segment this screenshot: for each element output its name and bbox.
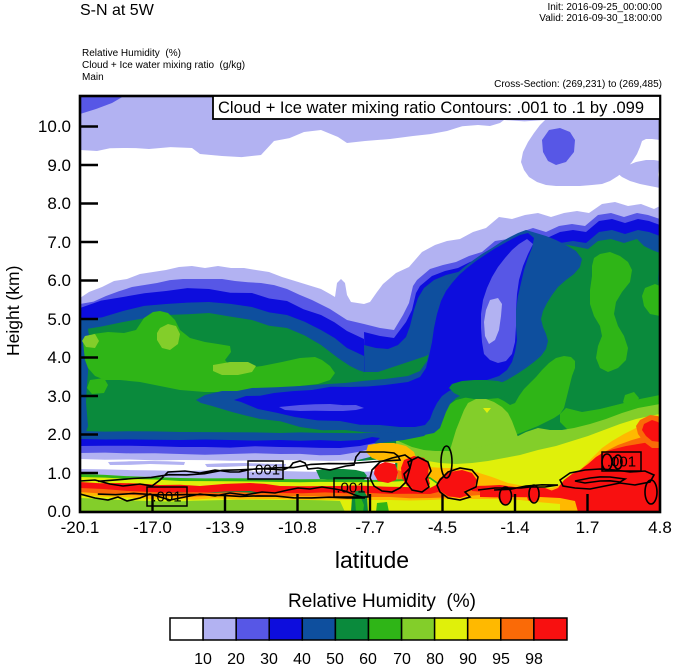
svg-text:.001: .001 <box>251 462 280 479</box>
svg-text:.001: .001 <box>336 480 365 497</box>
svg-text:.001: .001 <box>607 454 636 471</box>
svg-text:.001: .001 <box>152 489 181 506</box>
